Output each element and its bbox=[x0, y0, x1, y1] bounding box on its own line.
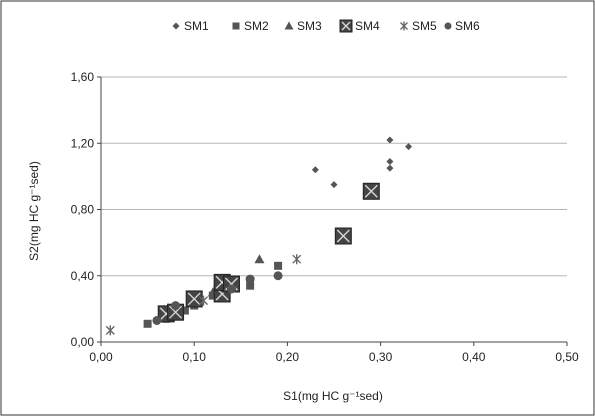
data-point-sm1 bbox=[311, 166, 319, 174]
legend-label-sm2: SM2 bbox=[244, 19, 269, 33]
series-sm4 bbox=[157, 182, 380, 323]
legend-marker-sm6 bbox=[444, 22, 452, 30]
data-point-sm4 bbox=[362, 182, 380, 200]
data-point-sm4 bbox=[167, 303, 185, 321]
data-point-sm6 bbox=[171, 301, 181, 311]
data-point-sm2 bbox=[143, 319, 152, 328]
x-tick-label: 0,40 bbox=[462, 350, 486, 364]
y-tick-label: 1,20 bbox=[71, 136, 95, 150]
legend-marker-sm2 bbox=[232, 22, 240, 30]
x-tick-label: 0,10 bbox=[183, 350, 207, 364]
x-axis-title: S1(mg HC g⁻¹sed) bbox=[283, 389, 383, 403]
data-point-sm6 bbox=[245, 274, 255, 284]
x-tick-label: 0,20 bbox=[276, 350, 300, 364]
x-tick-label: 0,50 bbox=[555, 350, 579, 364]
data-point-sm4 bbox=[334, 227, 352, 245]
data-point-sm6 bbox=[273, 271, 283, 281]
legend-label-sm6: SM6 bbox=[455, 19, 480, 33]
y-tick-label: 0,00 bbox=[71, 335, 95, 349]
data-point-sm6 bbox=[152, 315, 162, 325]
legend-label-sm3: SM3 bbox=[297, 19, 322, 33]
legend-marker-sm3 bbox=[284, 21, 294, 30]
data-point-sm1 bbox=[386, 136, 394, 144]
series-sm5 bbox=[105, 254, 302, 336]
data-point-sm1 bbox=[386, 157, 394, 165]
legend-marker-sm4 bbox=[339, 19, 353, 33]
tick-labels: 0,00 0,10 0,20 0,30 0,40 0,50 0,00 0,40 0,80 1,20… bbox=[71, 70, 579, 364]
data-point-sm1 bbox=[405, 143, 413, 151]
data-point-sm1 bbox=[330, 181, 338, 189]
legend-marker-sm1 bbox=[172, 22, 180, 30]
legend-label-sm1: SM1 bbox=[184, 19, 209, 33]
legend-marker-sm5 bbox=[400, 21, 408, 31]
data-points bbox=[105, 136, 413, 336]
y-tick-label: 0,80 bbox=[71, 203, 95, 217]
gridlines bbox=[101, 76, 567, 277]
data-point-sm1 bbox=[386, 164, 394, 172]
data-point-sm5 bbox=[105, 325, 115, 336]
legend-label-sm4: SM4 bbox=[355, 19, 380, 33]
y-axis-title: S2(mg HC g⁻¹sed) bbox=[27, 161, 41, 261]
data-point-sm2 bbox=[246, 281, 255, 290]
series-sm6 bbox=[152, 271, 283, 325]
data-point-sm2 bbox=[274, 261, 283, 270]
data-point-sm5 bbox=[199, 295, 209, 306]
x-tick-label: 0,30 bbox=[369, 350, 393, 364]
legend: SM1 SM2 SM3 SM4 SM5 SM6 bbox=[172, 19, 480, 33]
data-point-sm5 bbox=[292, 254, 302, 265]
series-sm1 bbox=[311, 136, 413, 189]
y-tick-label: 1,60 bbox=[71, 70, 95, 84]
data-point-sm6 bbox=[226, 284, 236, 294]
data-point-sm2 bbox=[180, 306, 189, 315]
legend-label-sm5: SM5 bbox=[412, 19, 437, 33]
x-tick-label: 0,00 bbox=[89, 350, 113, 364]
data-point-sm3 bbox=[254, 254, 265, 264]
y-tick-label: 0,40 bbox=[71, 269, 95, 283]
